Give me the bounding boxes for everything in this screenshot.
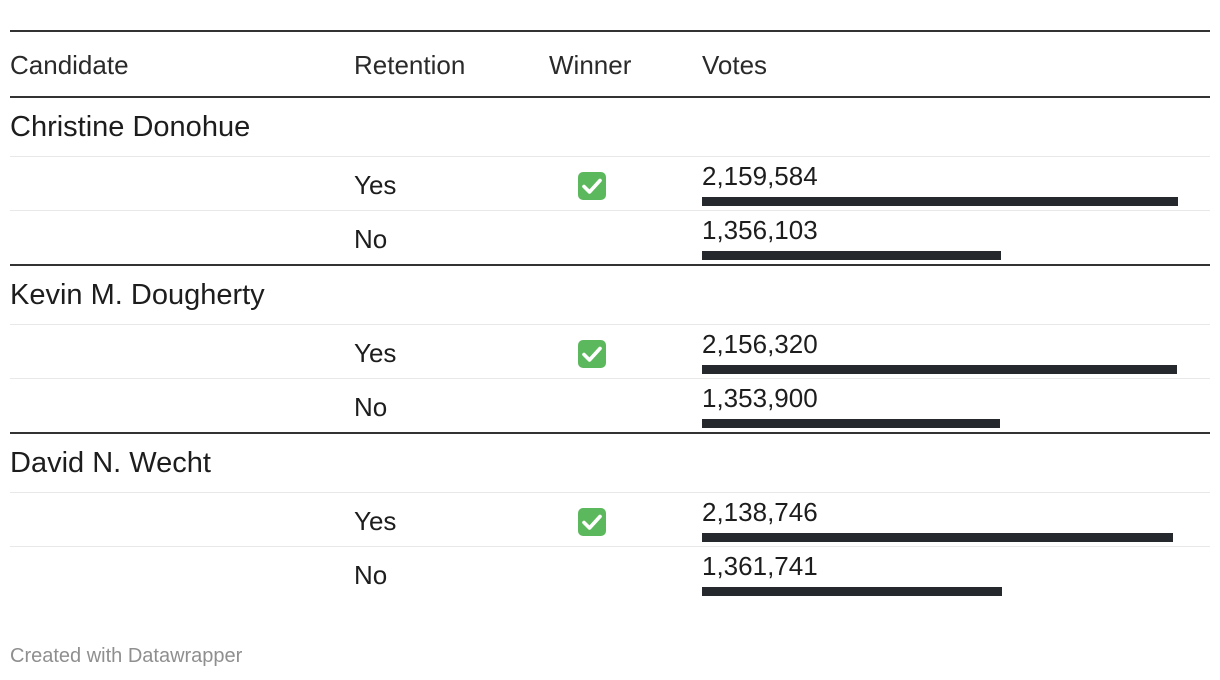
votes-bar	[702, 197, 1178, 206]
retention-value: No	[354, 560, 388, 590]
votes-label: 1,353,900	[702, 383, 818, 413]
votes-label: 2,138,746	[702, 497, 818, 527]
candidate-name: Christine Donohue	[10, 111, 251, 143]
retention-value: No	[354, 224, 388, 254]
votes-bar	[702, 587, 1002, 596]
candidate-group: David N. Wecht Yes 2,138,746 No 1,361,741	[10, 432, 1210, 600]
votes-label: 1,361,741	[702, 551, 818, 581]
table-row: No 1,361,741	[10, 546, 1210, 600]
votes-label: 2,159,584	[702, 161, 818, 191]
table-row: Yes 2,159,584	[10, 156, 1210, 210]
header-candidate: Candidate	[10, 50, 129, 80]
header-winner: Winner	[549, 50, 632, 80]
results-table: Candidate Retention Winner Votes Christi…	[10, 30, 1210, 600]
candidate-name: David N. Wecht	[10, 447, 211, 479]
retention-value: Yes	[354, 506, 397, 536]
votes-label: 1,356,103	[702, 215, 818, 245]
votes-bar	[702, 533, 1173, 542]
candidate-group: Kevin M. Dougherty Yes 2,156,320 No 1,353,90…	[10, 264, 1210, 432]
check-mark-button-icon	[578, 340, 606, 368]
retention-value: Yes	[354, 338, 397, 368]
table-row: Yes 2,138,746	[10, 492, 1210, 546]
votes-bar	[702, 419, 1000, 428]
header-retention: Retention	[354, 50, 466, 80]
candidate-name: Kevin M. Dougherty	[10, 279, 265, 311]
attribution-footer: Created with Datawrapper	[10, 645, 243, 667]
retention-value: No	[354, 392, 388, 422]
table-row: Yes 2,156,320	[10, 324, 1210, 378]
check-mark-button-icon	[578, 172, 606, 200]
retention-value: Yes	[354, 170, 397, 200]
candidate-group: Christine Donohue Yes 2,159,584 No 1,356,103	[10, 98, 1210, 264]
header-votes: Votes	[702, 50, 768, 80]
votes-bar	[702, 251, 1001, 260]
votes-label: 2,156,320	[702, 329, 818, 359]
table-body: Christine Donohue Yes 2,159,584 No 1,356,103…	[10, 98, 1210, 600]
votes-bar	[702, 365, 1177, 374]
check-mark-button-icon	[578, 508, 606, 536]
table-row: No 1,356,103	[10, 210, 1210, 264]
table-header: Candidate Retention Winner Votes	[10, 30, 1210, 98]
table-row: No 1,353,900	[10, 378, 1210, 432]
